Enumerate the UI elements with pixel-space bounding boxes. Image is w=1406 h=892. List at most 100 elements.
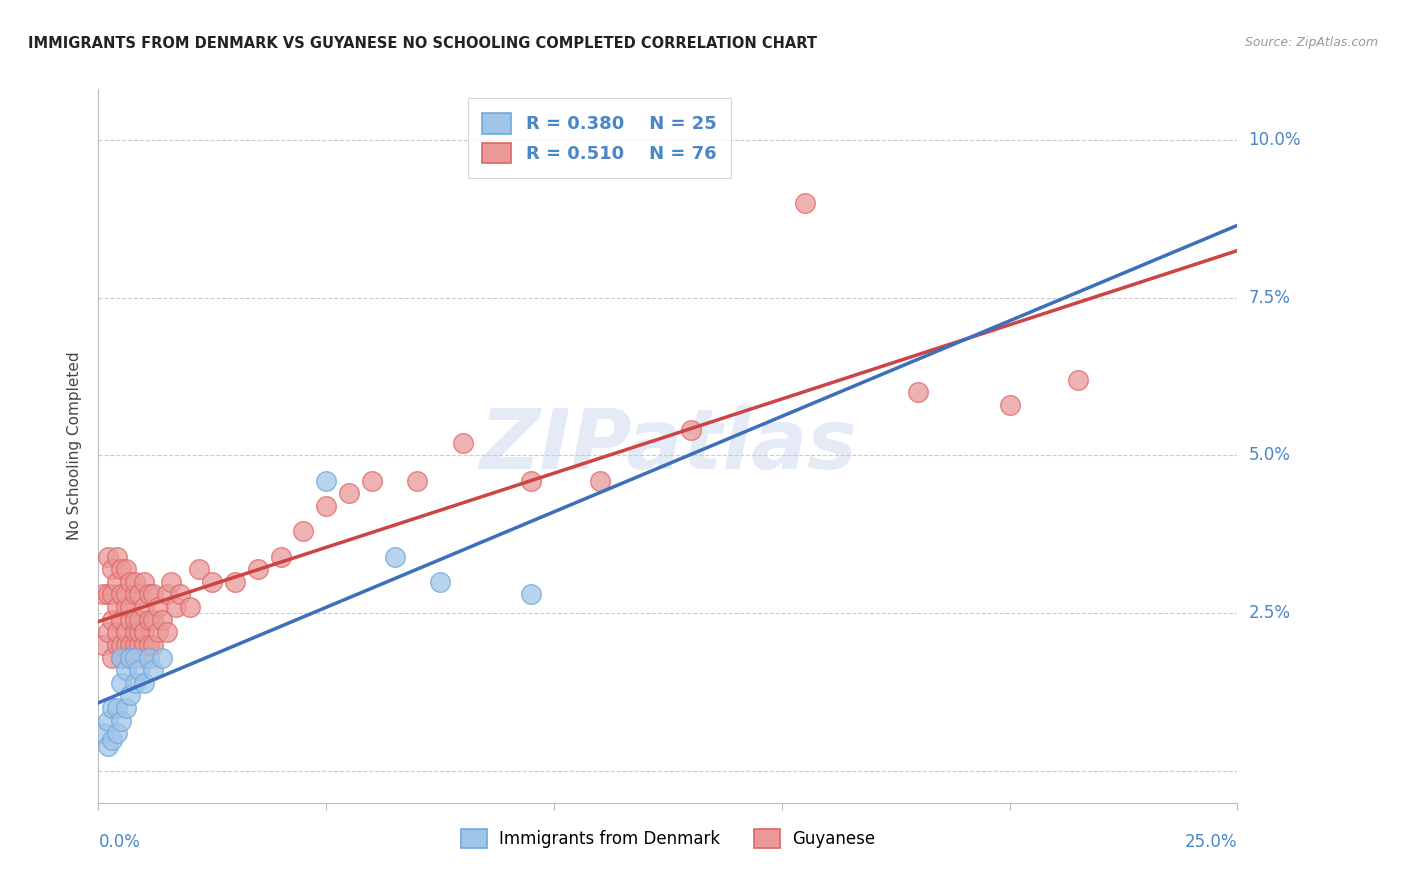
Legend: Immigrants from Denmark, Guyanese: Immigrants from Denmark, Guyanese xyxy=(454,822,882,855)
Point xyxy=(132,625,155,640)
Point xyxy=(114,638,136,652)
Point xyxy=(114,562,136,576)
Point xyxy=(132,574,155,589)
Point xyxy=(101,732,124,747)
Point xyxy=(124,587,146,601)
Point xyxy=(132,650,155,665)
Point xyxy=(96,739,118,753)
Point xyxy=(138,638,160,652)
Point xyxy=(91,587,114,601)
Y-axis label: No Schooling Completed: No Schooling Completed xyxy=(67,351,83,541)
Point xyxy=(451,435,474,450)
Point xyxy=(114,600,136,615)
Point xyxy=(105,701,128,715)
Point xyxy=(124,638,146,652)
Point xyxy=(91,726,114,740)
Point xyxy=(110,675,132,690)
Point xyxy=(101,650,124,665)
Point xyxy=(146,625,169,640)
Point xyxy=(142,587,165,601)
Point xyxy=(520,587,543,601)
Point xyxy=(907,385,929,400)
Point xyxy=(132,600,155,615)
Point xyxy=(150,650,173,665)
Point xyxy=(128,625,150,640)
Point xyxy=(132,638,155,652)
Point xyxy=(588,474,610,488)
Point xyxy=(110,587,132,601)
Point xyxy=(105,638,128,652)
Point xyxy=(124,613,146,627)
Point xyxy=(114,587,136,601)
Point xyxy=(150,613,173,627)
Point xyxy=(337,486,360,500)
Text: 10.0%: 10.0% xyxy=(1249,131,1301,149)
Point xyxy=(101,587,124,601)
Point xyxy=(96,587,118,601)
Point xyxy=(142,638,165,652)
Point xyxy=(315,499,337,513)
Point xyxy=(124,675,146,690)
Point xyxy=(156,625,179,640)
Point xyxy=(101,701,124,715)
Point xyxy=(360,474,382,488)
Point xyxy=(114,663,136,677)
Point xyxy=(110,714,132,728)
Text: 0.0%: 0.0% xyxy=(98,833,141,851)
Point xyxy=(1067,373,1090,387)
Point xyxy=(124,625,146,640)
Point xyxy=(96,714,118,728)
Point xyxy=(110,562,132,576)
Point xyxy=(91,638,114,652)
Point xyxy=(201,574,224,589)
Text: IMMIGRANTS FROM DENMARK VS GUYANESE NO SCHOOLING COMPLETED CORRELATION CHART: IMMIGRANTS FROM DENMARK VS GUYANESE NO S… xyxy=(28,36,817,51)
Point xyxy=(156,587,179,601)
Point xyxy=(384,549,406,564)
Point xyxy=(120,613,142,627)
Point xyxy=(224,574,246,589)
Text: 25.0%: 25.0% xyxy=(1185,833,1237,851)
Point xyxy=(96,625,118,640)
Point xyxy=(179,600,201,615)
Point xyxy=(101,613,124,627)
Point xyxy=(128,587,150,601)
Point xyxy=(679,423,702,437)
Point xyxy=(128,613,150,627)
Point xyxy=(246,562,269,576)
Point xyxy=(110,650,132,665)
Point xyxy=(187,562,209,576)
Text: ZIPatlas: ZIPatlas xyxy=(479,406,856,486)
Point xyxy=(128,663,150,677)
Point xyxy=(165,600,187,615)
Text: 2.5%: 2.5% xyxy=(1249,605,1291,623)
Point xyxy=(169,587,191,601)
Point xyxy=(138,587,160,601)
Point xyxy=(138,613,160,627)
Point xyxy=(105,549,128,564)
Point xyxy=(138,650,160,665)
Point xyxy=(142,613,165,627)
Point xyxy=(105,625,128,640)
Point xyxy=(270,549,292,564)
Point xyxy=(120,650,142,665)
Point xyxy=(105,574,128,589)
Point xyxy=(124,574,146,589)
Point xyxy=(105,726,128,740)
Point xyxy=(315,474,337,488)
Point xyxy=(520,474,543,488)
Point xyxy=(793,195,815,210)
Point xyxy=(120,600,142,615)
Point xyxy=(146,600,169,615)
Point xyxy=(120,574,142,589)
Point xyxy=(110,613,132,627)
Point xyxy=(120,650,142,665)
Point xyxy=(110,638,132,652)
Text: Source: ZipAtlas.com: Source: ZipAtlas.com xyxy=(1244,36,1378,49)
Point xyxy=(429,574,451,589)
Point xyxy=(160,574,183,589)
Point xyxy=(406,474,429,488)
Point xyxy=(96,549,118,564)
Point xyxy=(292,524,315,539)
Point xyxy=(132,675,155,690)
Point xyxy=(120,689,142,703)
